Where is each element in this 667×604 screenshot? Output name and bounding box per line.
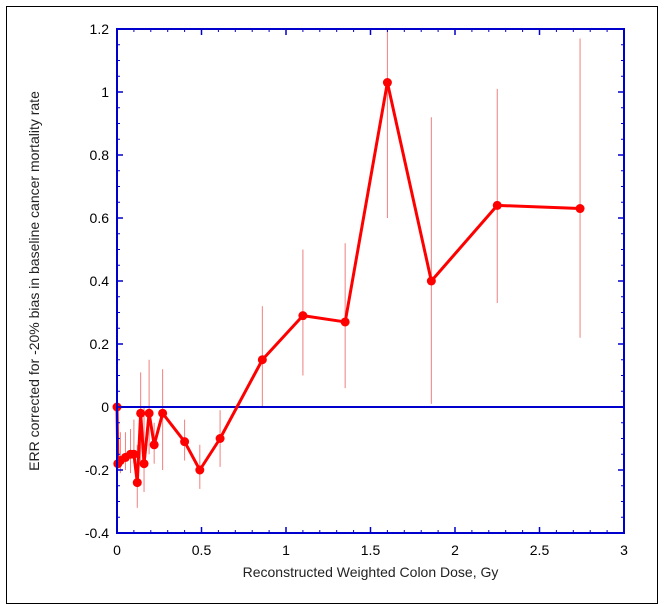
data-point (132, 478, 142, 488)
y-tick-label: 0.8 (90, 147, 110, 163)
data-point (129, 449, 139, 459)
data-point (492, 200, 502, 210)
y-tick-label: 0.6 (90, 210, 110, 226)
data-point (158, 408, 168, 418)
x-tick-label: 0 (113, 542, 121, 558)
data-point (340, 317, 350, 327)
data-point (180, 437, 190, 447)
error-bars (116, 29, 581, 508)
data-point (298, 311, 308, 321)
data-point (215, 434, 225, 443)
data-point (257, 355, 267, 365)
y-tick-label: 0.2 (90, 336, 110, 352)
x-tick-label: 3 (620, 542, 628, 558)
y-axis-ticks: -0.4 -0.2 0 0.2 0.4 0.6 0.8 1 1.2 (85, 21, 624, 541)
y-tick-label: 0.4 (90, 273, 110, 289)
x-tick-label: 0.5 (192, 542, 212, 558)
data-point (575, 204, 585, 214)
series-line (115, 81, 581, 485)
y-tick-label: -0.2 (85, 462, 109, 478)
x-tick-label: 2 (451, 542, 459, 558)
y-tick-label: 1 (101, 84, 109, 100)
data-point (426, 276, 436, 286)
x-tick-label: 1 (282, 542, 290, 558)
data-points (112, 78, 585, 488)
y-tick-label: -0.4 (85, 525, 109, 541)
figure-frame (6, 6, 658, 604)
data-point (136, 408, 146, 418)
data-point (195, 465, 205, 475)
x-tick-label: 1.5 (361, 542, 381, 558)
y-tick-label: 1.2 (90, 21, 110, 37)
data-point (382, 78, 392, 88)
y-tick-label: 0 (101, 399, 109, 415)
x-tick-label: 2.5 (530, 542, 550, 558)
y-axis-label: ERR corrected for -20% bias in baseline … (26, 91, 42, 471)
x-axis-label: Reconstructed Weighted Colon Dose, Gy (243, 564, 499, 580)
data-point (149, 440, 159, 450)
data-point (139, 459, 149, 469)
data-point (144, 408, 154, 418)
x-axis-ticks: 0 0.5 1 1.5 2 2.5 3 (113, 29, 628, 558)
